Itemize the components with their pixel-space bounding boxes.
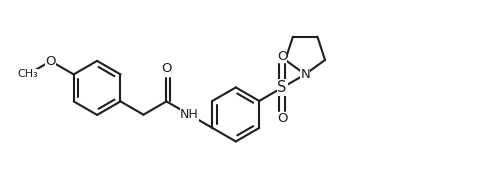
Text: CH₃: CH₃ bbox=[18, 69, 38, 79]
Text: O: O bbox=[277, 50, 287, 63]
Text: O: O bbox=[277, 112, 287, 125]
Text: NH: NH bbox=[180, 108, 199, 121]
Text: O: O bbox=[45, 55, 56, 68]
Text: N: N bbox=[300, 68, 310, 81]
Text: O: O bbox=[161, 62, 172, 75]
Text: S: S bbox=[278, 80, 287, 95]
